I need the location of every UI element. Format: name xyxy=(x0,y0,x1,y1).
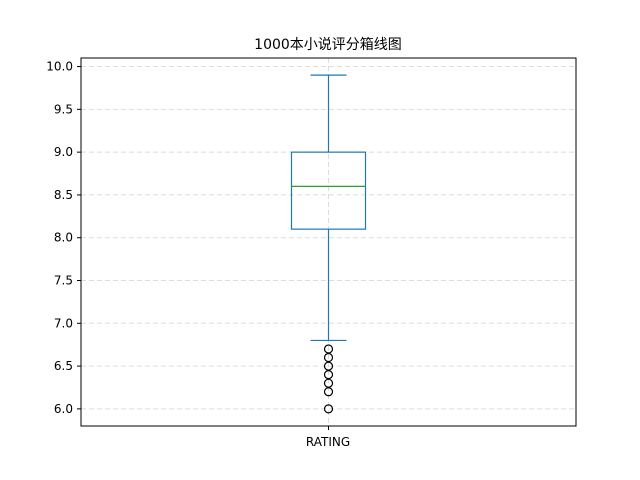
y-tick-label: 9.5 xyxy=(54,102,73,116)
x-tick-label: RATING xyxy=(306,435,350,449)
y-tick-label: 10.0 xyxy=(46,60,73,74)
plot-frame xyxy=(80,57,577,427)
chart-title: 1000本小说评分箱线图 xyxy=(254,37,402,53)
outlier-point xyxy=(323,404,334,414)
y-tick-label: 9.0 xyxy=(54,145,73,159)
y-axis: 6.0 6.5 7.0 7.5 8.0 8.5 9.0 9.5 10.0 xyxy=(46,60,81,416)
box-series xyxy=(290,74,367,414)
y-tick-label: 7.0 xyxy=(54,316,73,330)
y-tick-label: 6.0 xyxy=(54,402,73,416)
box-iqr xyxy=(290,151,367,230)
y-tick-label: 8.5 xyxy=(54,188,73,202)
outlier-point xyxy=(323,387,334,397)
y-tick-label: 7.5 xyxy=(54,274,73,288)
y-tick-label: 6.5 xyxy=(54,359,73,373)
x-axis: RATING xyxy=(306,426,350,449)
y-tick-label: 8.0 xyxy=(54,231,73,245)
